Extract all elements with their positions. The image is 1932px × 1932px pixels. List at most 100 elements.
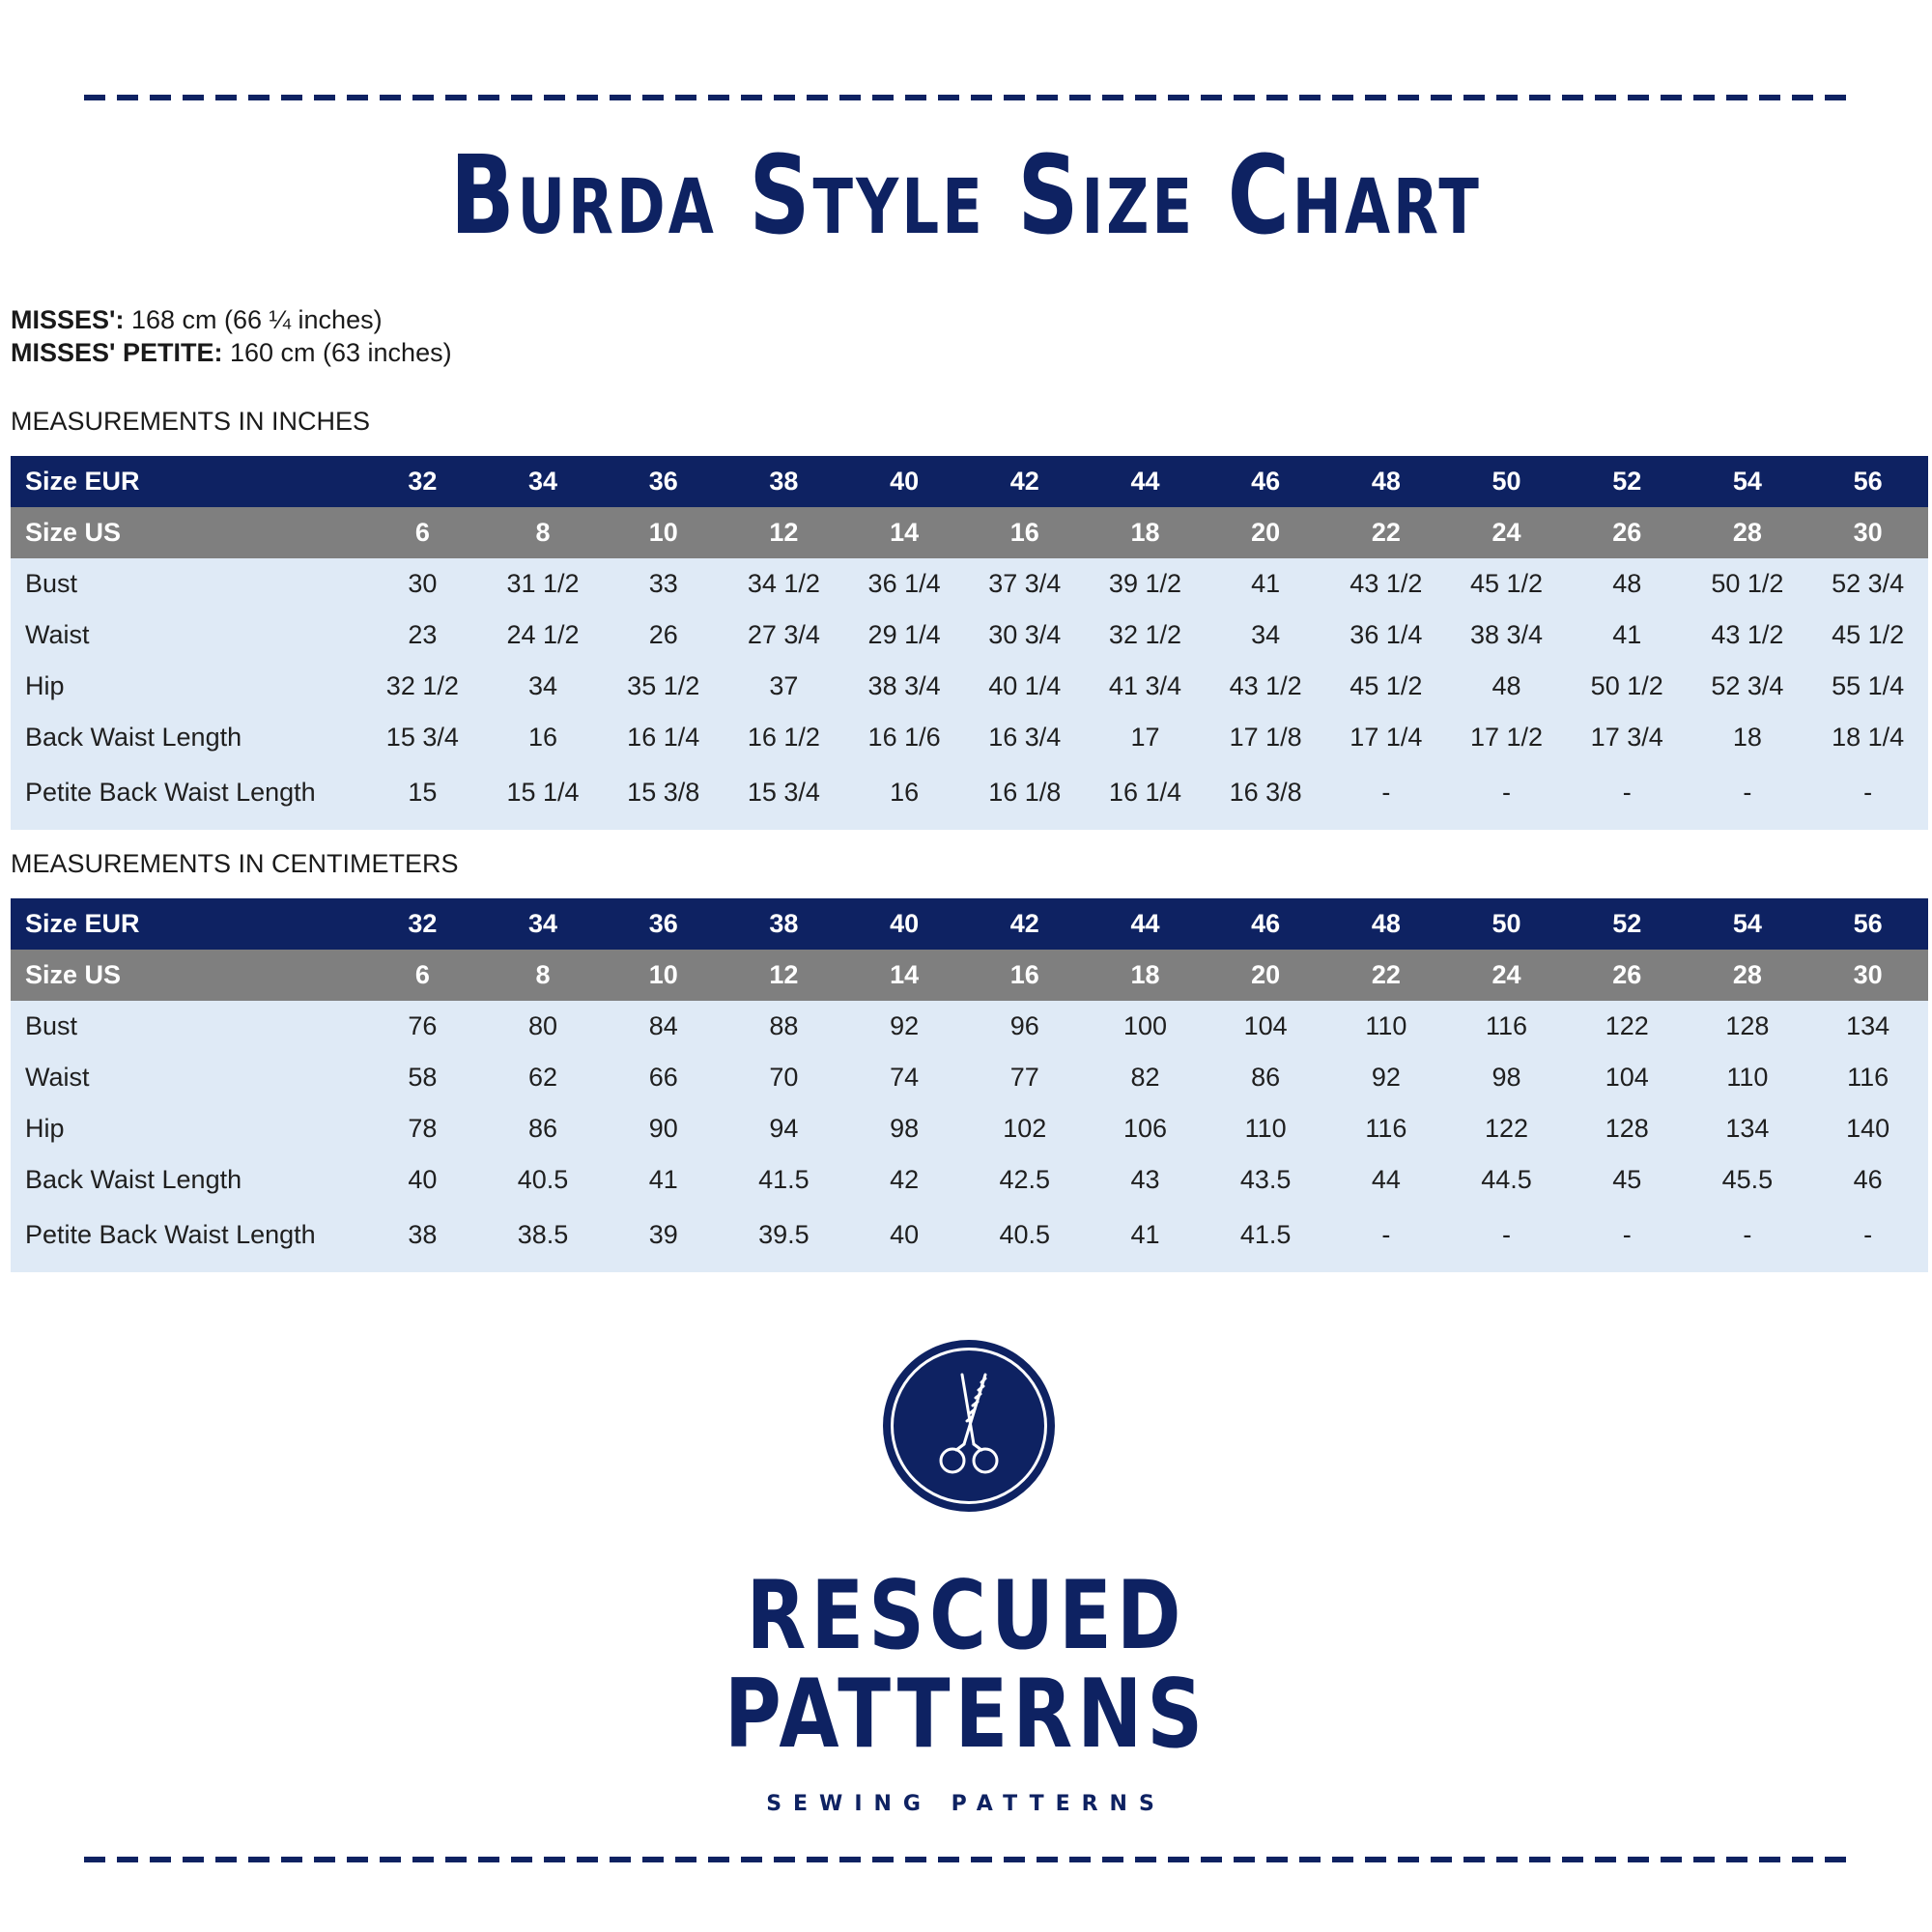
measurement-row: Back Waist Length 40 40.5 41 41.5 42 42.5 43 43.… xyxy=(11,1154,1928,1206)
table-cell: 41 3/4 xyxy=(1085,661,1206,712)
table-cell: 122 xyxy=(1566,1001,1688,1052)
table-cell: 40 xyxy=(843,456,965,507)
table-cell: 58 xyxy=(362,1052,483,1103)
table-cell: 41.5 xyxy=(1205,1206,1326,1272)
table-cell: 34 1/2 xyxy=(724,558,844,610)
table-cell: 20 xyxy=(1205,950,1326,1001)
table-cell: 104 xyxy=(1566,1052,1688,1103)
row-label: Waist xyxy=(11,610,362,661)
table-cell: - xyxy=(1807,1206,1928,1272)
row-label: Bust xyxy=(11,1001,362,1052)
row-label: Back Waist Length xyxy=(11,712,362,763)
table-cell: 46 xyxy=(1205,456,1326,507)
table-cell: 90 xyxy=(603,1103,724,1154)
table-cell: 17 3/4 xyxy=(1566,712,1688,763)
table-cell: 15 3/4 xyxy=(362,712,483,763)
measurement-row: Bust 76 80 84 88 92 96 100 104 110 116 122 128 134 xyxy=(11,1001,1928,1052)
height-notes: MISSES': 168 cm (66 ¼ inches) MISSES' PE… xyxy=(11,303,452,369)
table-cell: 62 xyxy=(482,1052,604,1103)
table-cell: 84 xyxy=(603,1001,724,1052)
table-cell: 14 xyxy=(843,507,965,558)
table-cell: 38 3/4 xyxy=(843,661,965,712)
table-cell: 45 1/2 xyxy=(1807,610,1928,661)
table-cell: 39 xyxy=(603,1206,724,1272)
table-cell: 17 1/2 xyxy=(1446,712,1567,763)
table-cell: 40 xyxy=(843,898,965,950)
table-cell: 110 xyxy=(1687,1052,1808,1103)
table-cell: 45.5 xyxy=(1687,1154,1808,1206)
table-cell: 43 1/2 xyxy=(1687,610,1808,661)
measurement-row: Bust 30 31 1/2 33 34 1/2 36 1/4 37 3/4 39 1/2 41… xyxy=(11,558,1928,610)
table-cell: 16 1/2 xyxy=(724,712,844,763)
row-label: Waist xyxy=(11,1052,362,1103)
table-cell: 80 xyxy=(482,1001,604,1052)
table-cell: 42.5 xyxy=(964,1154,1086,1206)
table-cell: 29 1/4 xyxy=(843,610,965,661)
table-cell: 43 xyxy=(1085,1154,1206,1206)
table-cell: 52 3/4 xyxy=(1807,558,1928,610)
table-cell: - xyxy=(1446,763,1567,830)
table-cell: 32 xyxy=(362,456,483,507)
table-cell: 116 xyxy=(1325,1103,1447,1154)
table-cell: 15 3/4 xyxy=(724,763,844,830)
brand-name-line2: PATTERNS xyxy=(724,1660,1208,1770)
table-cell: 74 xyxy=(843,1052,965,1103)
table-cell: 30 xyxy=(1807,507,1928,558)
table-cell: 40 1/4 xyxy=(964,661,1086,712)
table-cell: 30 xyxy=(1807,950,1928,1001)
table-cell: 45 xyxy=(1566,1154,1688,1206)
table-cell: 22 xyxy=(1325,950,1447,1001)
table-cell: 23 xyxy=(362,610,483,661)
table-cell: 70 xyxy=(724,1052,844,1103)
table-cell: 40 xyxy=(362,1154,483,1206)
table-cell: 140 xyxy=(1807,1103,1928,1154)
table-cell: - xyxy=(1807,763,1928,830)
table-cell: 38 xyxy=(724,898,844,950)
table-cell: 82 xyxy=(1085,1052,1206,1103)
table-cell: 54 xyxy=(1687,456,1808,507)
row-label: Hip xyxy=(11,1103,362,1154)
table-cell: - xyxy=(1446,1206,1567,1272)
table-cell: 22 xyxy=(1325,507,1447,558)
table-cell: 128 xyxy=(1566,1103,1688,1154)
table-cell: 10 xyxy=(603,950,724,1001)
table-cell: 110 xyxy=(1325,1001,1447,1052)
table-cell: 41 xyxy=(1085,1206,1206,1272)
inches-table: Size EUR 32 34 36 38 40 42 44 46 48 50 52 54 56 Size U… xyxy=(11,456,1928,830)
table-cell: 36 1/4 xyxy=(843,558,965,610)
scissors-icon xyxy=(939,1373,999,1474)
measurement-row: Hip 32 1/2 34 35 1/2 37 38 3/4 40 1/4 41 3/4 43 … xyxy=(11,661,1928,712)
table-cell: 100 xyxy=(1085,1001,1206,1052)
measurement-row: Back Waist Length 15 3/4 16 16 1/4 16 1/2 16 … xyxy=(11,712,1928,763)
table-cell: 28 xyxy=(1687,507,1808,558)
table-cell: 104 xyxy=(1205,1001,1326,1052)
table-cell: 16 xyxy=(482,712,604,763)
row-label: Size US xyxy=(11,950,362,1001)
table-cell: 96 xyxy=(964,1001,1086,1052)
size-eur-row: Size EUR 32 34 36 38 40 42 44 46 48 50 52 54 56 xyxy=(11,898,1928,950)
table-cell: 39 1/2 xyxy=(1085,558,1206,610)
table-cell: 36 xyxy=(603,456,724,507)
table-cell: 17 1/8 xyxy=(1205,712,1326,763)
table-cell: 52 xyxy=(1566,898,1688,950)
table-cell: 41.5 xyxy=(724,1154,844,1206)
table-cell: 56 xyxy=(1807,456,1928,507)
row-label: Size US xyxy=(11,507,362,558)
table-cell: 77 xyxy=(964,1052,1086,1103)
table-cell: 54 xyxy=(1687,898,1808,950)
table-cell: 40.5 xyxy=(964,1206,1086,1272)
bottom-dashed-divider xyxy=(84,1857,1851,1862)
table-cell: 8 xyxy=(482,507,604,558)
table-cell: 48 xyxy=(1446,661,1567,712)
table-cell: 24 1/2 xyxy=(482,610,604,661)
row-label: Size EUR xyxy=(11,456,362,507)
brand-tagline: SEWING PATTERNS xyxy=(766,1792,1166,1816)
table-cell: 30 3/4 xyxy=(964,610,1086,661)
logo-ring xyxy=(891,1348,1047,1504)
table-cell: 16 1/4 xyxy=(1085,763,1206,830)
table-cell: 45 1/2 xyxy=(1325,661,1447,712)
table-cell: 48 xyxy=(1566,558,1688,610)
table-cell: 6 xyxy=(362,507,483,558)
centimeters-section-label: MEASUREMENTS IN CENTIMETERS xyxy=(11,849,459,878)
row-label: Petite Back Waist Length xyxy=(11,1206,362,1272)
